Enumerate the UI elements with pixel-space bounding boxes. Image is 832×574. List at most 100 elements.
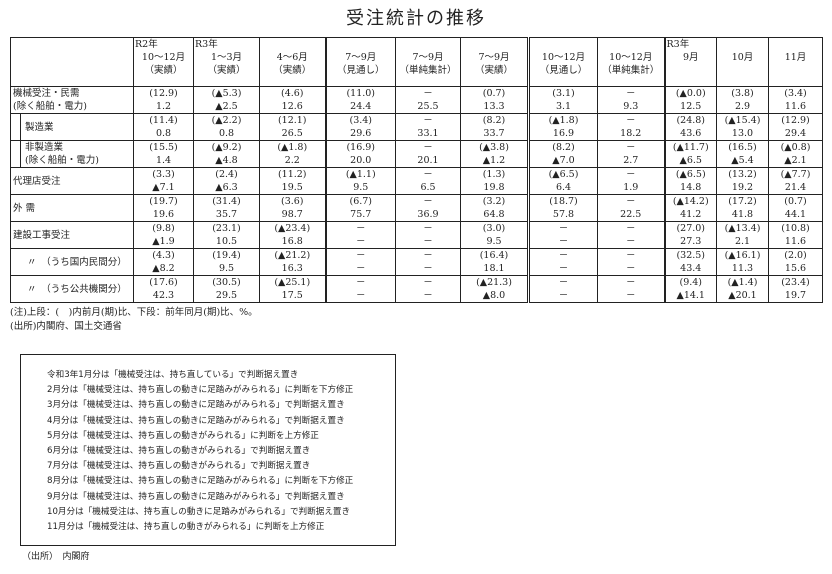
year-on-year-change: ▲2.5	[215, 101, 238, 112]
prev-period-change: －	[355, 223, 366, 234]
year-on-year-change: 9.5	[218, 263, 235, 274]
year-on-year-change: ▲6.3	[215, 182, 238, 193]
orders-statistics-table: R2年 10～12月 （実績） R3年 1～3月 （実績） 4～6月 （実績） 7～9月 （見通し…	[10, 37, 823, 303]
prev-period-change: (15.5)	[149, 142, 178, 153]
year-on-year-change: 18.1	[483, 263, 505, 274]
column-period: 4～6月	[276, 52, 308, 63]
row-label-line: 代理店受注	[13, 175, 61, 187]
prev-period-change: (17.2)	[728, 196, 757, 207]
year-on-year-change: ▲1.2	[482, 155, 506, 166]
year-on-year-change: －	[423, 236, 433, 247]
year-on-year-change: 20.1	[417, 155, 439, 166]
prev-period-change: －	[423, 250, 433, 261]
value-cell: (19.4) 9.5	[193, 248, 260, 276]
year-on-year-change: ▲4.8	[215, 155, 238, 166]
year-on-year-change: 10.5	[215, 236, 238, 247]
value-cell: － 20.1	[395, 140, 461, 168]
year-on-year-change: 13.0	[731, 128, 754, 139]
value-cell: (9.4) ▲14.1	[663, 275, 717, 303]
row-label-line: 外 需	[13, 202, 36, 214]
value-cell: (24.8) 43.6	[663, 113, 717, 141]
year-on-year-change: 16.8	[281, 236, 303, 247]
value-cell: －－	[597, 248, 665, 276]
column-header: 7～9月 （単純集計）	[395, 37, 461, 87]
column-kind: （見通し）	[336, 65, 385, 76]
prev-period-change: (▲3.8)	[479, 142, 509, 153]
column-header: 10月	[716, 37, 769, 87]
year-on-year-change: 15.6	[784, 263, 807, 274]
value-cell: (8.2) ▲7.0	[527, 140, 598, 168]
prev-period-change: (▲0.8)	[780, 142, 811, 153]
judgment-item: 5月分は「機械受注は、持ち直しの動きがみられる」に判断を上方修正	[47, 430, 319, 441]
value-cell: (1.3) 19.8	[460, 167, 529, 195]
year-on-year-change: 25.5	[417, 101, 439, 112]
judgment-item: 2月分は「機械受注は、持ち直しの動きに足踏みがみられる」に判断を下方修正	[47, 385, 354, 396]
year-on-year-change: 21.4	[784, 182, 807, 193]
prev-period-change: －	[625, 223, 636, 234]
column-header: 11月	[768, 37, 823, 87]
value-cell: (3.2) 64.8	[460, 194, 529, 222]
year-on-year-change: －	[625, 290, 636, 301]
prev-period-change: －	[355, 250, 366, 261]
judgment-item: 9月分は「機械受注は、持ち直しの動きに足踏みがみられる」で判断据え置き	[47, 491, 345, 502]
year-on-year-change: 2.7	[623, 155, 639, 166]
prev-period-change: (▲9.2)	[211, 142, 242, 153]
prev-period-change: (▲6.5)	[675, 169, 706, 180]
year-on-year-change: 35.7	[215, 209, 238, 220]
value-cell: (▲3.8) ▲1.2	[460, 140, 529, 168]
column-period: 10月	[731, 52, 754, 63]
row-label-line: 非製造業	[25, 142, 64, 153]
prev-period-change: (▲1.1)	[345, 169, 376, 180]
value-cell: (0.7) 44.1	[768, 194, 823, 222]
value-cell: (17.2) 41.8	[716, 194, 769, 222]
value-cell: － 1.9	[597, 167, 665, 195]
prev-period-change: (12.9)	[149, 88, 178, 99]
row-label: 〃 （うち国内民間分）	[10, 248, 134, 276]
prev-period-change: (▲1.8)	[277, 142, 308, 153]
year-on-year-change: 13.3	[483, 101, 505, 112]
row-label-line: 機械受注・民需	[13, 88, 80, 99]
prev-period-change: (9.4)	[679, 277, 703, 288]
row-label: 外 需	[10, 194, 134, 222]
year-on-year-change: 14.8	[680, 182, 702, 193]
judgment-item: 11月分は「機械受注は、持ち直しの動きがみられる」に判断を上方修正	[47, 522, 325, 533]
value-cell: (3.4) 29.6	[324, 113, 396, 141]
prev-period-change: (2.0)	[784, 250, 807, 261]
year-on-year-change: 57.8	[552, 209, 575, 220]
year-on-year-change: 29.6	[350, 128, 372, 139]
value-cell: (13.2) 19.2	[716, 167, 769, 195]
row-label: 建設工事受注	[10, 221, 134, 249]
row-label-line: 〃 （うち公共機関分）	[27, 283, 127, 295]
row-label-line: 製造業	[25, 121, 54, 133]
year-on-year-change: ▲2.1	[784, 155, 807, 166]
value-cell: －－	[527, 248, 598, 276]
prev-period-change: (▲13.4)	[724, 223, 761, 234]
prev-period-change: (3.2)	[482, 196, 506, 207]
value-cell: (23.4) 19.7	[768, 275, 823, 303]
prev-period-change: －	[423, 196, 433, 207]
column-period: 1～3月	[210, 52, 243, 63]
prev-period-change: (18.7)	[549, 196, 578, 207]
prev-period-change: (▲21.3)	[476, 277, 512, 288]
value-cell: (27.0) 27.3	[663, 221, 717, 249]
column-year	[598, 38, 664, 51]
value-cell: (2.4) ▲6.3	[193, 167, 260, 195]
year-on-year-change: 36.9	[417, 209, 439, 220]
prev-period-change: (17.6)	[149, 277, 178, 288]
column-period: 10～12月	[141, 52, 186, 63]
column-header: 7～9月 （実績）	[460, 37, 529, 87]
value-cell: (▲11.7) ▲6.5	[663, 140, 717, 168]
column-year	[396, 38, 460, 51]
prev-period-change: (▲2.2)	[211, 115, 242, 126]
value-cell: (▲9.2) ▲4.8	[193, 140, 260, 168]
year-on-year-change: －	[558, 290, 569, 301]
prev-period-change: (▲0.0)	[675, 88, 706, 99]
year-on-year-change: 43.4	[680, 263, 702, 274]
value-cell: － 2.7	[597, 140, 665, 168]
value-cell: －－	[395, 248, 461, 276]
value-cell: (▲15.4) 13.0	[716, 113, 769, 141]
year-on-year-change: 6.5	[420, 182, 436, 193]
prev-period-change: (▲16.1)	[724, 250, 761, 261]
prev-period-change: －	[625, 196, 636, 207]
prev-period-change: －	[558, 277, 569, 288]
